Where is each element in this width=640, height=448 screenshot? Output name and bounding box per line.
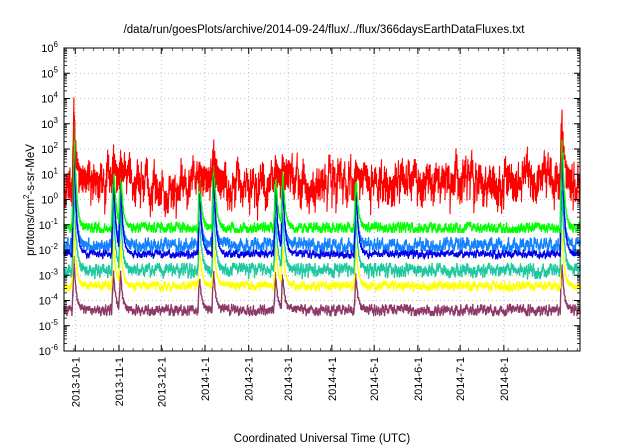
y-tick-label: 102	[41, 141, 58, 156]
y-axis-label-sup: 2	[22, 194, 31, 199]
x-tick-label: 2013-12-1	[156, 357, 168, 407]
y-tick-labels: 10-6 10-5 10-4 10-3 10-2 10-1 100 101 102 103 104 1…	[39, 40, 59, 358]
x-tick-label: 2014-5-1	[369, 357, 381, 401]
y-axis-label-rest: -s-sr-MeV	[25, 144, 37, 195]
x-tick-label: 2013-10-1	[70, 357, 82, 407]
x-tick-label: 2014-8-1	[499, 357, 511, 401]
y-tick-label: 10-6	[39, 343, 59, 358]
x-tick-label: 2014-7-1	[455, 357, 467, 401]
flux-series-1	[63, 255, 581, 317]
y-tick-label: 100	[41, 192, 58, 207]
y-tick-label: 10-3	[39, 267, 59, 282]
data-series	[63, 97, 581, 317]
flux-series-3	[63, 174, 581, 280]
plot-background	[64, 48, 580, 351]
y-tick-label: 105	[41, 65, 58, 80]
x-tick-label: 2014-4-1	[327, 357, 339, 401]
x-tick-label: 2014-1-1	[200, 357, 212, 401]
flux-series-4	[63, 141, 581, 256]
x-axis-label: Coordinated Universal Time (UTC)	[234, 433, 411, 445]
y-axis-label: protons/cm2-s-sr-MeV	[22, 144, 37, 256]
chart-title: /data/run/goesPlots/archive/2014-09-24/f…	[124, 24, 526, 36]
x-tick-labels: 2013-10-1 2013-11-1 2013-12-1 2014-1-1 2014-…	[70, 357, 511, 407]
y-axis-label-base: protons/cm	[25, 199, 37, 256]
y-tick-label: 104	[41, 91, 58, 106]
flux-series-5	[63, 126, 581, 260]
x-tick-label: 2014-6-1	[413, 357, 425, 401]
x-tick-label: 2013-11-1	[114, 357, 126, 406]
x-tick-label: 2014-2-1	[244, 357, 256, 401]
y-tick-label: 106	[41, 40, 58, 55]
y-tick-label: 10-4	[39, 293, 59, 308]
y-tick-label: 10-2	[39, 242, 59, 257]
y-tick-label: 101	[41, 166, 58, 181]
x-tick-label: 2014-3-1	[283, 357, 295, 401]
y-tick-label: 10-1	[39, 217, 59, 232]
flux-series-6	[63, 111, 581, 233]
flux-series-2	[63, 219, 581, 293]
y-tick-label: 103	[41, 116, 58, 131]
axis-ticks	[63, 47, 580, 352]
flux-series-7	[63, 97, 581, 221]
y-tick-label: 10-5	[39, 318, 59, 333]
